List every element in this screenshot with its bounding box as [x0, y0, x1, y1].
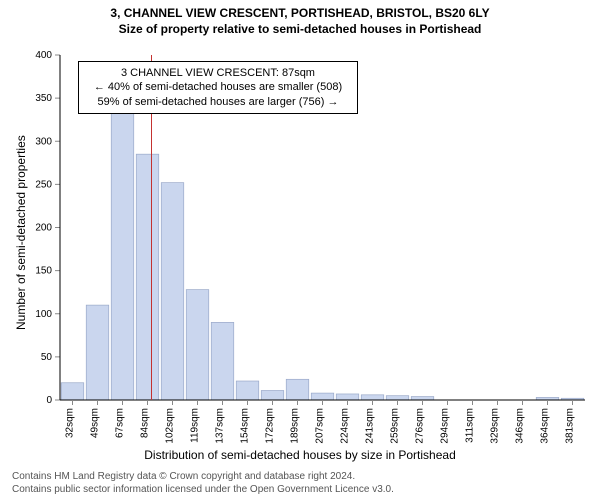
- svg-text:189sqm: 189sqm: [290, 408, 301, 444]
- svg-text:346sqm: 346sqm: [515, 408, 526, 444]
- histogram-chart: 3, CHANNEL VIEW CRESCENT, PORTISHEAD, BR…: [0, 0, 600, 500]
- bar: [161, 183, 184, 400]
- annotation-line2: ← 40% of semi-detached houses are smalle…: [85, 80, 351, 94]
- chart-title-line2: Size of property relative to semi-detach…: [0, 22, 600, 36]
- svg-text:0: 0: [46, 395, 52, 406]
- bar: [361, 395, 384, 400]
- bar: [61, 383, 84, 400]
- svg-text:276sqm: 276sqm: [415, 408, 426, 444]
- svg-text:241sqm: 241sqm: [365, 408, 376, 444]
- bar: [236, 381, 259, 400]
- svg-text:84sqm: 84sqm: [140, 408, 151, 438]
- svg-text:172sqm: 172sqm: [265, 408, 276, 444]
- svg-text:350: 350: [35, 93, 52, 104]
- svg-text:294sqm: 294sqm: [440, 408, 451, 444]
- svg-text:102sqm: 102sqm: [165, 408, 176, 444]
- svg-text:50: 50: [41, 352, 53, 363]
- svg-text:119sqm: 119sqm: [190, 408, 201, 443]
- footer-line2: Contains public sector information licen…: [12, 484, 394, 495]
- bar: [211, 322, 234, 400]
- svg-text:381sqm: 381sqm: [565, 408, 576, 444]
- bar: [311, 393, 334, 400]
- annotation-box: 3 CHANNEL VIEW CRESCENT: 87sqm ← 40% of …: [78, 61, 358, 114]
- svg-text:259sqm: 259sqm: [390, 408, 401, 444]
- svg-text:137sqm: 137sqm: [215, 408, 226, 444]
- bar: [261, 391, 284, 400]
- svg-text:32sqm: 32sqm: [65, 408, 76, 438]
- svg-text:67sqm: 67sqm: [115, 408, 126, 438]
- svg-text:154sqm: 154sqm: [240, 408, 251, 444]
- annotation-line3: 59% of semi-detached houses are larger (…: [85, 95, 351, 109]
- chart-title-line1: 3, CHANNEL VIEW CRESCENT, PORTISHEAD, BR…: [0, 6, 600, 20]
- bar: [411, 397, 434, 400]
- footer-line1: Contains HM Land Registry data © Crown c…: [12, 471, 355, 482]
- bar: [111, 102, 134, 400]
- bar: [186, 290, 209, 400]
- svg-text:150: 150: [35, 266, 52, 277]
- bar: [386, 396, 409, 400]
- svg-text:364sqm: 364sqm: [540, 408, 551, 444]
- svg-text:49sqm: 49sqm: [90, 408, 101, 438]
- svg-text:311sqm: 311sqm: [465, 408, 476, 443]
- svg-text:250: 250: [35, 179, 52, 190]
- svg-text:200: 200: [35, 223, 52, 234]
- annotation-line1: 3 CHANNEL VIEW CRESCENT: 87sqm: [85, 66, 351, 80]
- bar: [86, 305, 109, 400]
- x-axis-label: Distribution of semi-detached houses by …: [0, 448, 600, 462]
- svg-text:207sqm: 207sqm: [315, 408, 326, 444]
- bar: [336, 394, 359, 400]
- bar: [136, 154, 159, 400]
- svg-text:329sqm: 329sqm: [490, 408, 501, 444]
- y-axis-label: Number of semi-detached properties: [14, 135, 28, 330]
- svg-text:100: 100: [35, 309, 52, 320]
- svg-text:224sqm: 224sqm: [340, 408, 351, 444]
- bar: [286, 379, 309, 400]
- svg-text:300: 300: [35, 136, 52, 147]
- svg-text:400: 400: [35, 50, 52, 61]
